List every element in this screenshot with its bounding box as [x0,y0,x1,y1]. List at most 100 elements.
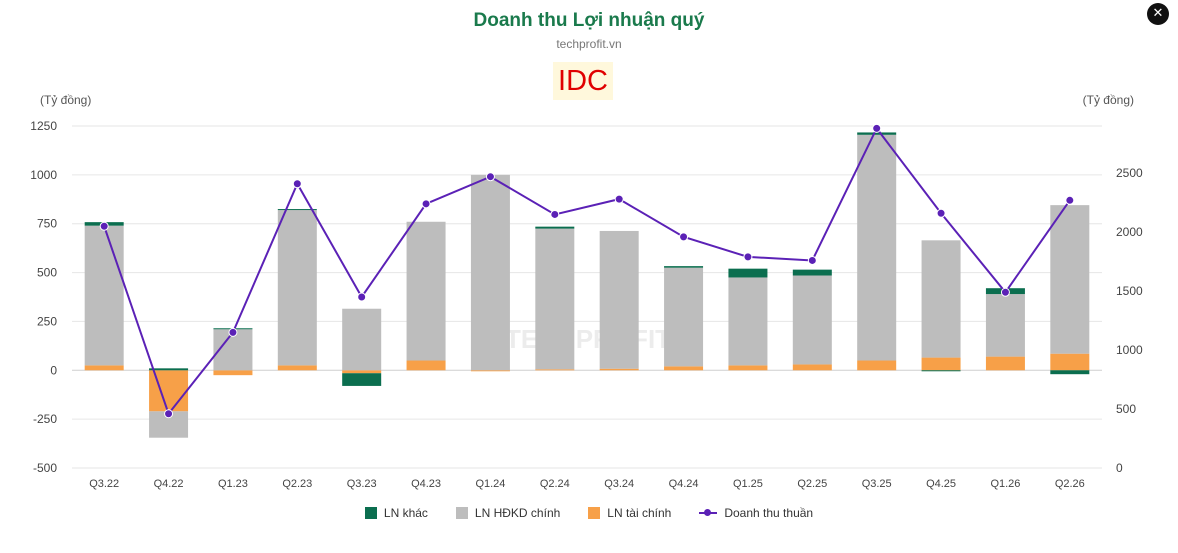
bar-ln-tai-chinh [985,356,1025,371]
legend-swatch [455,507,468,519]
revenue-point [1065,195,1075,205]
x-tick-label: Q3.23 [347,478,377,490]
bar-ln-hdkd [342,308,382,371]
legend-line-icon [699,507,718,519]
y-axis-left-label: (Tỷ đồng) [40,93,91,107]
bar-ln-tai-chinh [664,366,704,371]
revenue-point [99,221,109,231]
y-tick-left: 750 [37,217,57,231]
legend-item-ln-khac[interactable]: LN khác [364,506,428,520]
revenue-point [421,199,431,209]
x-tick-label: Q4.24 [669,478,699,490]
x-tick-label: Q3.24 [604,478,634,490]
x-tick-label: Q2.25 [797,478,827,490]
legend: LN khác LN HĐKD chính LN tài chính Doanh… [0,506,1178,520]
y-tick-right: 1500 [1116,284,1143,298]
bar-ln-hdkd [84,225,124,366]
bar-ln-tai-chinh [470,370,510,372]
x-tick-label: Q1.24 [475,478,505,490]
bar-ln-hdkd [664,267,704,367]
y-tick-left: -500 [33,461,57,475]
y-tick-left: -250 [33,412,57,426]
bar-ln-hdkd [277,210,317,366]
x-tick-label: Q4.22 [154,478,184,490]
revenue-point [357,292,367,302]
legend-label: LN tài chính [607,506,672,520]
revenue-point [164,409,174,419]
revenue-point [614,194,624,204]
bar-ln-tai-chinh [599,368,639,371]
bar-ln-tai-chinh [406,360,446,371]
legend-label: LN khác [383,506,428,520]
chart-title: Doanh thu Lợi nhuận quý [473,10,705,31]
x-tick-label: Q2.26 [1055,478,1085,490]
axes: (Tỷ đồng) (Tỷ đồng) -500 -250 0 250 500 750 10… [30,93,1143,490]
bar-ln-tai-chinh [84,365,124,371]
x-tick-label: Q4.25 [926,478,956,490]
bar-ln-tai-chinh [728,365,768,371]
bar-ln-khac [149,368,189,371]
close-button[interactable]: ✕ [1147,3,1169,25]
x-tick-label: Q3.22 [89,478,119,490]
bar-ln-khac [664,266,704,268]
bar-ln-hdkd [535,228,575,370]
bar-ln-tai-chinh [213,370,253,376]
revenue-point [485,172,495,182]
bar-ln-hdkd [599,230,639,369]
bar-ln-tai-chinh [535,369,575,371]
revenue-point [550,209,560,219]
bar-ln-tai-chinh [857,360,897,371]
bar-ln-hdkd [1050,205,1090,354]
legend-item-ln-tai-chinh[interactable]: LN tài chính [588,506,671,520]
bars [84,132,1090,438]
bar-ln-tai-chinh [342,370,382,374]
bar-ln-khac [857,132,897,135]
revenue-point [936,208,946,218]
y-tick-right: 500 [1116,402,1136,416]
bar-ln-khac [277,209,317,211]
y-tick-right: 0 [1116,461,1123,475]
x-tick-label: Q1.26 [990,478,1020,490]
bar-ln-tai-chinh [1050,353,1090,371]
bar-ln-khac [342,373,382,386]
legend-label: LN HĐKD chính [474,506,561,520]
y-tick-right: 1000 [1116,343,1143,357]
bar-ln-hdkd [792,275,832,365]
revenue-point [872,123,882,133]
legend-item-doanh-thu[interactable]: Doanh thu thuần [699,506,813,520]
y-tick-left: 0 [50,363,57,377]
bar-ln-hdkd [921,240,961,358]
y-tick-left: 1000 [30,168,57,182]
bar-ln-khac [921,370,961,372]
bar-ln-tai-chinh [277,365,317,371]
watermark: TECHPROFIT [505,324,671,354]
revenue-point [807,255,817,265]
x-tick-label: Q2.23 [282,478,312,490]
legend-label: Doanh thu thuần [724,506,814,520]
y-tick-right: 2500 [1116,166,1143,180]
revenue-point [679,232,689,242]
bar-ln-khac [1050,370,1090,375]
chart-plot: TECHPROFIT (Tỷ đồng) (Tỷ đồng) -500 -250 0… [30,93,1143,490]
y-axis-right-label: (Tỷ đồng) [1083,93,1134,107]
revenue-line-path [103,126,1071,416]
bar-ln-hdkd [470,174,510,371]
x-tick-label: Q1.25 [733,478,763,490]
legend-item-ln-hdkd[interactable]: LN HĐKD chính [455,506,561,520]
bar-ln-khac [792,269,832,276]
x-tick-label: Q1.23 [218,478,248,490]
y-tick-left: 500 [37,266,57,280]
bar-ln-hdkd [985,294,1025,357]
revenue-point [1000,287,1010,297]
revenue-point [743,252,753,262]
bar-ln-tai-chinh [792,364,832,371]
revenue-line [99,123,1075,419]
legend-swatch [364,507,377,519]
chart-subtitle: techprofit.vn [556,37,622,51]
bar-ln-hdkd [857,134,897,361]
bar-ln-hdkd [728,277,768,366]
bar-ln-khac [535,226,575,229]
y-tick-right: 2000 [1116,225,1143,239]
x-tick-label: Q2.24 [540,478,570,490]
y-tick-left: 1250 [30,119,57,133]
